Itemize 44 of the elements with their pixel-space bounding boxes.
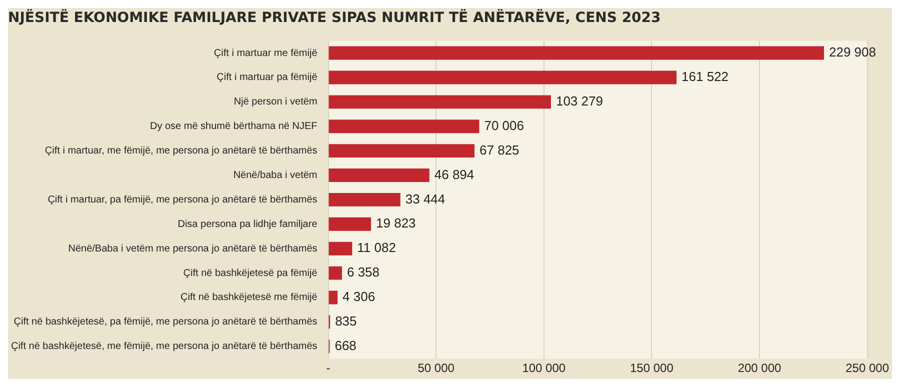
data-label: 229 908 [828,44,876,60]
x-tick-label: 200 000 [738,361,782,376]
x-tick-label: 250 000 [846,361,890,376]
data-label: 6 358 [346,264,380,280]
x-tick-label: 100 000 [522,361,566,376]
bar [328,217,372,231]
chart-title: NJËSITË EKONOMIKE FAMILJARE PRIVATE SIPAS NUMRIT TË ANËTARËVE, CENS 2023 [8,9,661,26]
y-tick-label: Çift i martuar me fëmijë [214,48,318,59]
bar [328,95,551,109]
bar [328,192,400,206]
y-tick-label: Dy ose më shumë bërthama në NJEF [150,121,318,132]
y-tick-label: Nënë/Baba i vetëm me persona jo anëtarë të bërthamës [68,243,318,254]
data-label: 835 [335,314,357,329]
bar [328,242,352,256]
data-label: 11 082 [357,240,396,256]
y-tick-label: Çift në bashkëjetesë pa fëmijë [183,268,318,279]
y-tick-label: Çift në bashkëjetesë me fëmijë [180,292,318,304]
y-tick-label: Çift i martuar, pa fëmijë, me persona jo anëtarë të bërthamës [48,194,318,206]
y-tick-label: Çift në bashkëjetesë, pa fëmijë, me persona jo anëtarë të bërthamës [14,316,318,328]
y-tick-label: Një person i vetëm [234,96,318,108]
data-label: 161 522 [682,69,729,84]
bar [328,168,430,182]
bar [328,46,824,60]
y-tick-label: Çift i martuar pa fëmijë [216,72,318,84]
bar [328,266,342,280]
x-tick-label: 50 000 [418,361,455,376]
data-label: 67 825 [480,142,520,158]
data-label: 33 444 [405,191,446,206]
y-tick-label: Disa persona pa lidhje familjare [178,218,318,230]
data-label: 4 306 [342,289,376,304]
bar [328,144,475,158]
bar [328,290,338,304]
y-tick-label: Nënë/baba i vetëm [233,170,318,182]
y-tick-label: Çift i martuar, me fëmijë, me persona jo anëtarë të bërthamës [44,146,318,157]
data-label: 103 279 [556,93,603,108]
data-label: 19 823 [376,216,416,231]
y-tick-label: Çift në bashkëjetesë, me fëmijë, me persona jo anëtarë të bërthamës [10,341,318,352]
data-label: 668 [334,338,356,353]
data-label: 70 006 [484,118,524,133]
bar [328,120,480,134]
data-label: 46 894 [434,166,474,182]
x-tick-label: 150 000 [630,361,674,376]
x-tick-label: - [326,361,330,376]
bar [328,70,677,84]
